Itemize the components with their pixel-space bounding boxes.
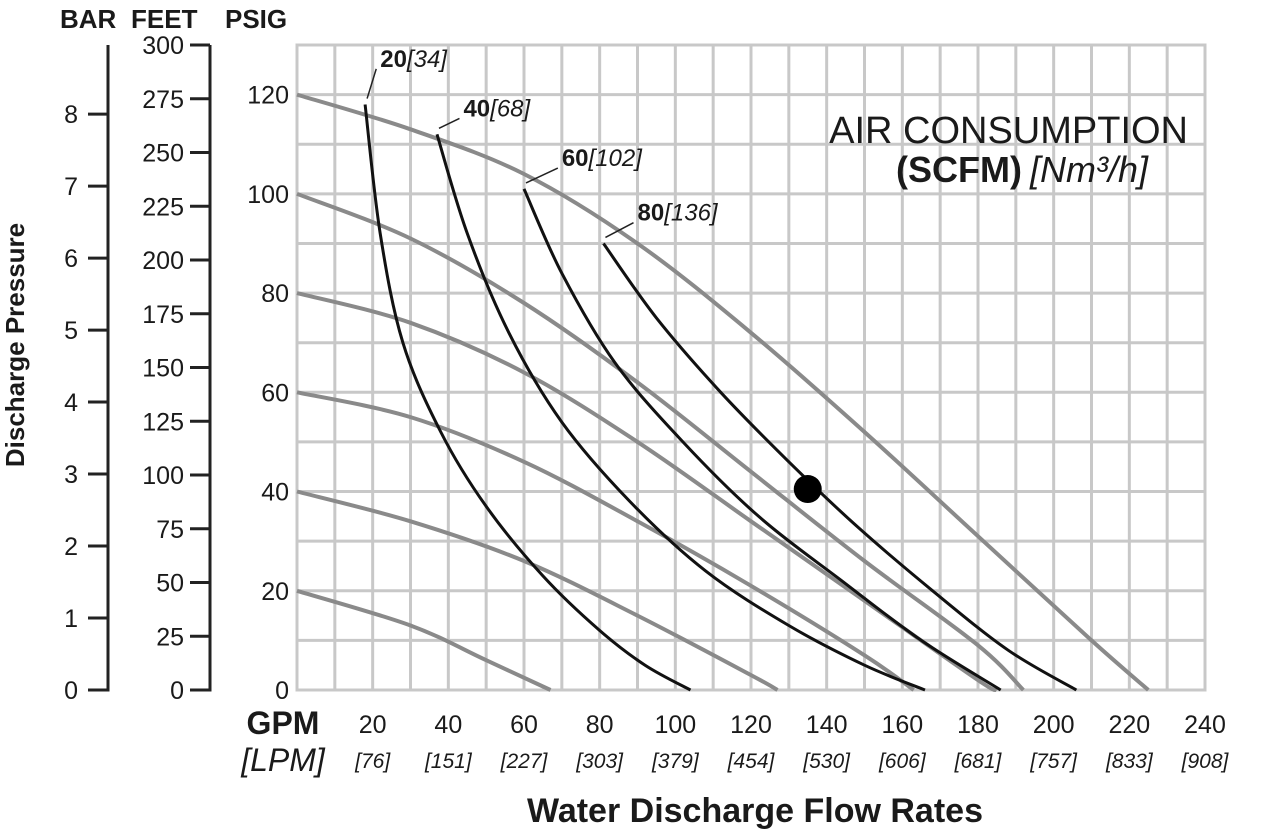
x-tick-label-lpm: [606]: [878, 750, 927, 773]
legend: AIR CONSUMPTION (SCFM) [Nm³/h]: [829, 110, 1188, 190]
x-tick-label-lpm: [76]: [354, 750, 391, 773]
psig-tick-label: 80: [261, 280, 289, 308]
feet-tick-label: 275: [142, 86, 184, 114]
air-curve-20: [363, 104, 692, 692]
x-tick-label-lpm: [908]: [1181, 750, 1230, 773]
x-tick-label: 160: [881, 711, 923, 739]
air-curve-label-scfm: 80: [638, 200, 665, 227]
bar-axis-unit: BAR: [60, 4, 117, 34]
air-curve-label-nm3h: [102]: [588, 145, 644, 172]
feet-tick-label: 100: [142, 462, 184, 490]
axes: 0204060801001200255075100125150175200225…: [64, 32, 1229, 773]
x-tick-label-lpm: [530]: [802, 750, 851, 773]
feet-tick-label: 225: [142, 193, 184, 221]
air-curve-40: [435, 133, 926, 692]
air-curve-leader: [438, 117, 460, 129]
air-curve-label: 40[68]: [463, 95, 531, 122]
feet-tick-label: 250: [142, 140, 184, 168]
bar-tick-label: 1: [64, 605, 78, 633]
x-axis-title: Water Discharge Flow Rates: [527, 792, 983, 830]
air-curve-label-nm3h: [34]: [406, 46, 448, 73]
feet-tick-label: 200: [142, 247, 184, 275]
plot-frame: [295, 43, 1207, 692]
x-tick-label-lpm: [454]: [727, 750, 776, 773]
bar-tick-label: 6: [64, 245, 78, 273]
air-curve-label: 80[136]: [638, 200, 719, 227]
psig-tick-label: 40: [261, 479, 289, 507]
psig-axis-unit: PSIG: [225, 4, 287, 34]
x-tick-label-lpm: [227]: [500, 750, 549, 773]
air-curve-label-nm3h: [68]: [489, 95, 531, 122]
x-tick-label: 200: [1033, 711, 1075, 739]
feet-tick-label: 50: [156, 570, 184, 598]
air-curve-leader: [525, 167, 559, 184]
feet-tick-label: 25: [156, 623, 184, 651]
psig-tick-label: 60: [261, 379, 289, 407]
legend-nm3h: [Nm³/h]: [1029, 149, 1149, 190]
air-curve-60: [522, 188, 1002, 692]
air-curve-label-nm3h: [136]: [663, 200, 719, 227]
x-tick-label: 80: [586, 711, 614, 739]
y-axis-title: Discharge Pressure: [0, 223, 30, 467]
x-tick-label-lpm: [303]: [575, 750, 624, 773]
feet-tick-label: 175: [142, 301, 184, 329]
x-tick-label-lpm: [833]: [1105, 750, 1154, 773]
pump-curve-0: [296, 92, 1150, 692]
bar-tick-label: 8: [64, 101, 78, 129]
x-tick-label-lpm: [681]: [954, 750, 1003, 773]
legend-line1: AIR CONSUMPTION: [829, 110, 1188, 152]
x-tick-label: 100: [654, 711, 696, 739]
operating-point: [793, 475, 822, 504]
pump-curve-4: [296, 489, 779, 692]
x-tick-label: 40: [434, 711, 462, 739]
x-tick-label-lpm: [757]: [1029, 750, 1078, 773]
feet-tick-label: 150: [142, 355, 184, 383]
feet-tick-label: 75: [156, 516, 184, 544]
bar-tick-label: 5: [64, 317, 78, 345]
x-unit-gpm: GPM: [247, 705, 320, 741]
feet-tick-label: 125: [142, 408, 184, 436]
x-tick-label: 60: [510, 711, 538, 739]
bar-tick-label: 0: [64, 677, 78, 705]
feet-tick-label: 0: [170, 677, 184, 705]
feet-tick-label: 300: [142, 32, 184, 60]
x-tick-label: 240: [1184, 711, 1226, 739]
x-tick-label-lpm: [379]: [651, 750, 700, 773]
air-curve-label: 60[102]: [562, 145, 643, 172]
pump-curve-1: [296, 191, 1025, 692]
bar-tick-label: 2: [64, 533, 78, 561]
air-curve-leader: [366, 68, 377, 99]
x-tick-label-lpm: [151]: [424, 750, 473, 773]
air-curve-leader: [605, 221, 634, 239]
bar-tick-label: 7: [64, 173, 78, 201]
psig-tick-label: 0: [275, 677, 289, 705]
x-tick-label: 220: [1108, 711, 1150, 739]
psig-tick-label: 100: [247, 181, 289, 209]
x-tick-label: 20: [359, 711, 387, 739]
psig-tick-label: 120: [247, 82, 289, 110]
feet-axis-unit: FEET: [131, 4, 198, 34]
bar-tick-label: 4: [64, 389, 78, 417]
air-curve-label-scfm: 20: [380, 46, 407, 73]
legend-scfm: (SCFM): [896, 149, 1022, 190]
air-curve-label: 20[34]: [380, 46, 448, 73]
pump-curve-5: [296, 588, 552, 692]
legend-line2: (SCFM) [Nm³/h]: [896, 149, 1149, 190]
pump-curve-3: [296, 390, 915, 692]
x-tick-label: 120: [730, 711, 772, 739]
bar-tick-label: 3: [64, 461, 78, 489]
air-curve-label-scfm: 60: [562, 145, 589, 172]
x-tick-label: 180: [957, 711, 999, 739]
x-unit-lpm: [LPM]: [240, 742, 326, 778]
psig-tick-label: 20: [261, 578, 289, 606]
x-tick-label: 140: [806, 711, 848, 739]
air-curve-label-scfm: 40: [463, 95, 490, 122]
